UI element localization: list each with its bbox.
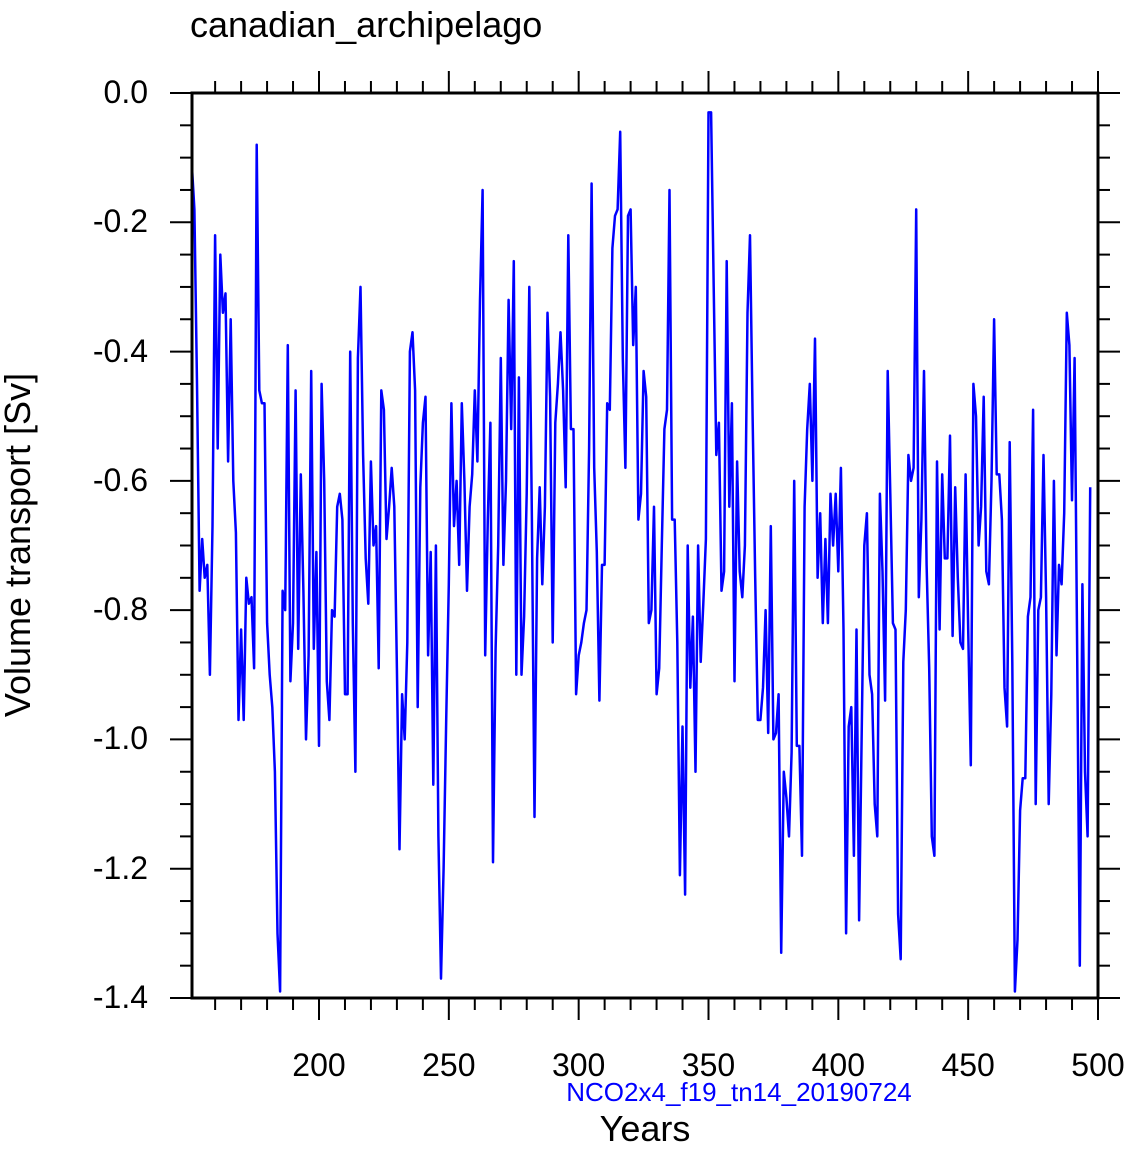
x-tick-label: 300	[551, 1047, 606, 1083]
y-tick-label: -0.6	[92, 461, 148, 498]
y-tick-label: -0.4	[92, 332, 148, 369]
series-line	[190, 111, 1092, 993]
x-tick-label: 500	[1071, 1047, 1125, 1083]
x-tick-label: 350	[681, 1047, 736, 1083]
y-axis-label: Volume transport [Sv]	[0, 372, 38, 718]
x-tick-label: 200	[292, 1047, 346, 1083]
axis-ticks	[170, 71, 1120, 1020]
chart-title: canadian_archipelago	[190, 4, 543, 45]
y-tick-label: -0.2	[92, 203, 148, 240]
y-tick-label: -1.0	[92, 720, 148, 757]
x-tick-label: 250	[422, 1047, 476, 1083]
plot-frame	[190, 91, 1100, 1000]
chart-subtitle: NCO2x4_f19_tn14_20190724	[566, 1077, 912, 1107]
y-tick-label: -1.4	[92, 979, 148, 1015]
y-tick-label: -0.8	[92, 591, 148, 628]
x-tick-label: 400	[811, 1047, 866, 1083]
y-tick-label: 0.0	[103, 74, 148, 110]
x-axis-label: Years	[599, 1108, 691, 1149]
y-tick-label: -1.2	[92, 849, 148, 886]
x-tick-label: 450	[941, 1047, 995, 1083]
